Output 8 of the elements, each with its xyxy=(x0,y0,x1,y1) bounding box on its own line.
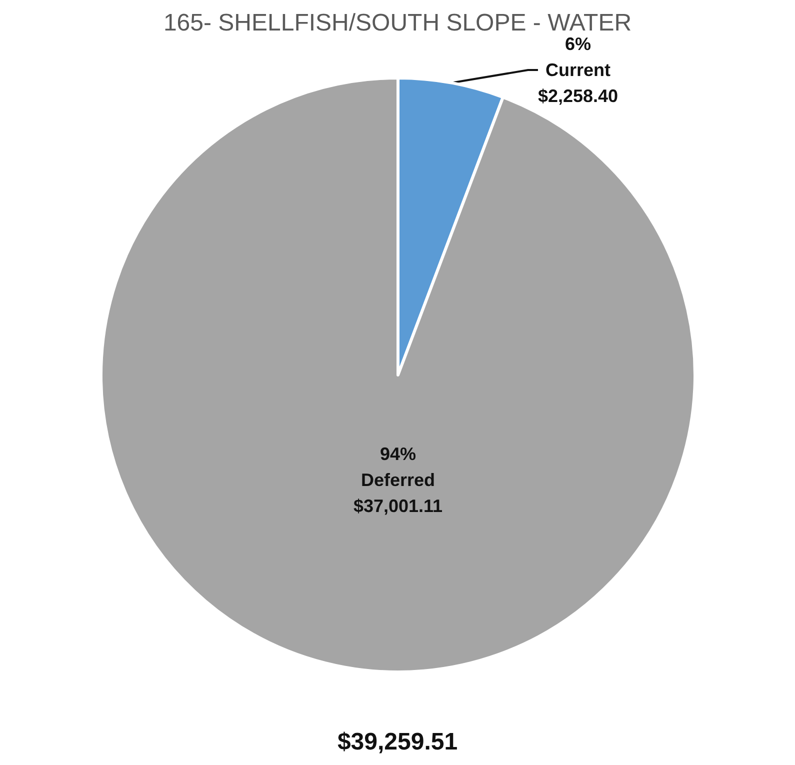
slice-label: Deferred xyxy=(360,470,436,490)
data-label: $2,258.40 xyxy=(538,86,618,106)
chart-title: 165- SHELLFISH/SOUTH SLOPE - WATER xyxy=(163,10,632,36)
slice-label: Current xyxy=(545,60,611,80)
text: $39,259.51 xyxy=(337,728,458,756)
text: 94% xyxy=(380,444,416,464)
data-label: $37,001.11 xyxy=(353,496,443,516)
text: 6% xyxy=(564,34,592,54)
